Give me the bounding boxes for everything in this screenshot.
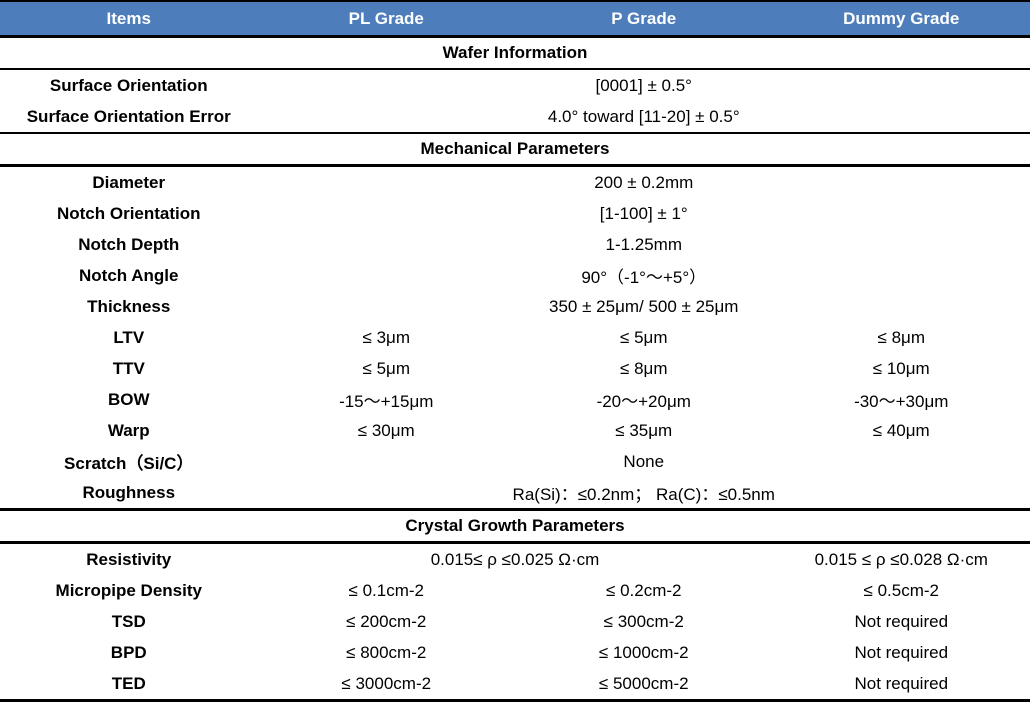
spec-value-p: ≤ 35μm [615,420,673,440]
spec-row-roughness: Roughness Ra(Si)：≤0.2nm； Ra(C)：≤0.5nm [0,477,1030,511]
item-label: Thickness [87,296,171,316]
table-header-row: Items PL Grade P Grade Dummy Grade [0,1,1030,38]
item-label: Notch Orientation [56,203,201,223]
spec-value-p: -20～+20μm [596,392,691,411]
spec-value: 1-1.25mm [605,234,683,254]
item-label: TED [111,673,146,693]
section-title: Crystal Growth Parameters [0,509,1030,544]
spec-row-scratch: Scratch（Si/C） None [0,446,1030,477]
spec-row-micropipe-density: Micropipe Density ≤ 0.1cm-2 ≤ 0.2cm-2 ≤ … [0,575,1030,606]
spec-value-pl: ≤ 200cm-2 [346,611,427,631]
item-label: BPD [110,642,147,662]
item-label: BOW [107,389,150,409]
spec-row-surface-orientation: Surface Orientation [0001] ± 0.5° [0,69,1030,101]
spec-value-dummy: -30～+30μm [854,392,949,411]
item-label: Diameter [92,172,166,192]
item-label: TTV [112,358,145,378]
spec-value-dummy: ≤ 10μm [872,358,930,378]
item-label: Notch Angle [79,265,179,285]
spec-value-pl: -15～+15μm [339,392,434,411]
item-label: TSD [111,611,146,631]
spec-row-tsd: TSD ≤ 200cm-2 ≤ 300cm-2 Not required [0,606,1030,637]
spec-row-ttv: TTV ≤ 5μm ≤ 8μm ≤ 10μm [0,353,1030,384]
spec-value-dummy: Not required [854,611,949,631]
spec-value: 4.0° toward [11-20] ± 0.5° [257,101,1030,134]
spec-value-p: ≤ 5000cm-2 [598,673,689,693]
spec-value: 350 ± 25μm/ 500 ± 25μm [549,296,739,316]
spec-value-dummy: Not required [854,673,949,693]
spec-row-ltv: LTV ≤ 3μm ≤ 5μm ≤ 8μm [0,322,1030,353]
item-label: Resistivity [86,549,172,569]
column-header-pl-grade: PL Grade [257,1,515,38]
spec-value-pl: ≤ 5μm [362,358,410,378]
item-label: Micropipe Density [55,580,202,600]
spec-value-dummy: 0.015 ≤ ρ ≤0.028 Ω·cm [814,549,988,569]
section-title: Mechanical Parameters [0,133,1030,167]
spec-row-notch-angle: Notch Angle 90°（-1°～+5°） [0,260,1030,291]
spec-row-thickness: Thickness 350 ± 25μm/ 500 ± 25μm [0,291,1030,322]
spec-value-p: ≤ 1000cm-2 [598,642,689,662]
spec-value-pl: ≤ 3μm [362,327,410,347]
spec-value: 200 ± 0.2mm [594,172,694,192]
section-row-crystal-growth-parameters: Crystal Growth Parameters [0,509,1030,544]
item-label: Surface Orientation [49,75,208,95]
spec-row-notch-orientation: Notch Orientation [1-100] ± 1° [0,198,1030,229]
section-row-mechanical-parameters: Mechanical Parameters [0,133,1030,167]
item-label: Notch Depth [78,234,180,254]
spec-value-pl: ≤ 0.1cm-2 [348,580,424,600]
section-title: Wafer Information [0,36,1030,70]
spec-value-p: ≤ 8μm [620,358,668,378]
spec-value: 90°（-1°～+5°） [581,268,707,287]
spec-row-bpd: BPD ≤ 800cm-2 ≤ 1000cm-2 Not required [0,637,1030,668]
spec-row-surface-orientation-error: Surface Orientation Error 4.0° toward [1… [0,101,1030,134]
spec-row-warp: Warp ≤ 30μm ≤ 35μm ≤ 40μm [0,415,1030,446]
spec-row-ted: TED ≤ 3000cm-2 ≤ 5000cm-2 Not required [0,668,1030,701]
item-label: Warp [107,420,150,440]
spec-value-p: ≤ 300cm-2 [603,611,684,631]
spec-value: None [623,451,665,471]
column-header-dummy-grade: Dummy Grade [772,1,1030,38]
spec-value-dummy: Not required [854,642,949,662]
section-row-wafer-information: Wafer Information [0,36,1030,70]
spec-value-dummy: ≤ 0.5cm-2 [863,580,939,600]
column-header-items: Items [0,1,258,38]
item-label: Surface Orientation Error [0,101,258,134]
spec-value-dummy: ≤ 40μm [872,420,930,440]
spec-value: [0001] ± 0.5° [595,75,692,95]
item-label: Scratch（Si/C） [64,454,194,473]
spec-value-pl: ≤ 800cm-2 [346,642,427,662]
spec-row-resistivity: Resistivity 0.015≤ ρ ≤0.025 Ω·cm 0.015 ≤… [0,543,1030,576]
spec-value-p: ≤ 0.2cm-2 [606,580,682,600]
spec-value: Ra(Si)：≤0.2nm； Ra(C)：≤0.5nm [257,477,1030,511]
spec-value: [1-100] ± 1° [599,203,688,223]
item-label: Roughness [0,477,258,511]
spec-value-pl: ≤ 30μm [357,420,415,440]
spec-row-bow: BOW -15～+15μm -20～+20μm -30～+30μm [0,384,1030,415]
spec-row-diameter: Diameter 200 ± 0.2mm [0,166,1030,199]
spec-value-pl-p: 0.015≤ ρ ≤0.025 Ω·cm [430,549,600,569]
spec-row-notch-depth: Notch Depth 1-1.25mm [0,229,1030,260]
spec-value-dummy: ≤ 8μm [877,327,925,347]
column-header-p-grade: P Grade [515,1,773,38]
item-label: LTV [113,327,145,347]
spec-value-pl: ≤ 3000cm-2 [341,673,432,693]
spec-value-p: ≤ 5μm [620,327,668,347]
